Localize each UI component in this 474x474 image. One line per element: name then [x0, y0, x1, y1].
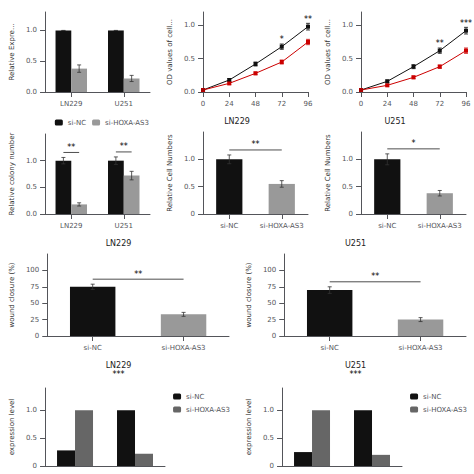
svg-text:**: ** [252, 140, 260, 149]
svg-text:25: 25 [30, 316, 39, 324]
svg-text:72: 72 [435, 100, 444, 108]
svg-text:0.5: 0.5 [342, 183, 353, 191]
svg-text:si-HOXA-AS3: si-HOXA-AS3 [162, 344, 206, 352]
svg-text:si-HOXA-AS3: si-HOXA-AS3 [260, 222, 304, 230]
svg-text:si-NC: si-NC [378, 222, 396, 230]
svg-text:si-NC: si-NC [84, 344, 102, 352]
svg-text:*: * [412, 139, 416, 148]
svg-text:0: 0 [35, 332, 39, 340]
svg-text:0: 0 [349, 210, 353, 218]
svg-text:**: ** [371, 272, 379, 281]
svg-text:U251: U251 [115, 100, 133, 108]
svg-text:U251: U251 [384, 117, 405, 126]
svg-text:LN229: LN229 [224, 117, 250, 126]
svg-text:***: *** [113, 370, 125, 379]
svg-text:si-NC: si-NC [321, 344, 339, 352]
svg-text:expression level: expression level [8, 399, 16, 456]
svg-text:OD values of cell...: OD values of cell... [324, 19, 332, 85]
svg-text:**: ** [304, 15, 312, 24]
svg-text:1.0: 1.0 [342, 155, 353, 163]
svg-text:Relative Expre...: Relative Expre... [8, 23, 16, 80]
svg-text:0.5: 0.5 [342, 55, 353, 63]
svg-text:75: 75 [30, 283, 39, 291]
svg-text:si-HOXA-AS3: si-HOXA-AS3 [399, 344, 443, 352]
svg-text:0.0: 0.0 [26, 210, 37, 218]
svg-text:OD values of cell...: OD values of cell... [166, 19, 174, 85]
svg-text:si-NC: si-NC [220, 222, 238, 230]
svg-text:1.0: 1.0 [263, 406, 274, 414]
svg-text:0: 0 [201, 100, 205, 108]
svg-text:**: ** [134, 270, 142, 279]
svg-text:72: 72 [277, 100, 286, 108]
svg-text:**: ** [120, 142, 128, 151]
svg-text:U251: U251 [345, 361, 366, 370]
svg-text:1.0: 1.0 [26, 26, 37, 34]
svg-text:0.5: 0.5 [26, 57, 37, 65]
svg-text:0.0: 0.0 [26, 88, 37, 96]
svg-text:*: * [280, 35, 284, 44]
svg-text:0.5: 0.5 [263, 434, 274, 442]
svg-text:si-NC: si-NC [423, 393, 441, 401]
svg-text:expression level: expression level [245, 399, 253, 456]
svg-text:96: 96 [304, 100, 313, 108]
svg-text:LN229: LN229 [106, 361, 132, 370]
svg-text:1.0: 1.0 [184, 21, 195, 29]
svg-text:1.0: 1.0 [26, 406, 37, 414]
svg-text:0: 0 [33, 462, 37, 470]
svg-text:48: 48 [409, 100, 418, 108]
svg-text:Relative Cell Numbers: Relative Cell Numbers [166, 134, 174, 212]
svg-text:0.5: 0.5 [184, 55, 195, 63]
svg-text:si-HOXA-AS3: si-HOXA-AS3 [418, 222, 462, 230]
svg-text:***: *** [350, 370, 362, 379]
svg-text:si-HOXA-AS3: si-HOXA-AS3 [105, 119, 149, 127]
svg-text:LN229: LN229 [106, 239, 132, 248]
svg-text:wound closure (%): wound closure (%) [8, 262, 16, 327]
svg-text:1.0: 1.0 [184, 155, 195, 163]
svg-text:wound closure (%): wound closure (%) [245, 262, 253, 327]
svg-text:si-NC: si-NC [68, 119, 86, 127]
svg-text:96: 96 [462, 100, 471, 108]
svg-text:U251: U251 [115, 222, 133, 230]
svg-text:100: 100 [263, 266, 276, 274]
svg-text:1.0: 1.0 [26, 157, 37, 165]
svg-text:***: *** [460, 19, 472, 28]
svg-text:0.5: 0.5 [26, 183, 37, 191]
svg-text:0.5: 0.5 [184, 183, 195, 191]
svg-text:si-HOXA-AS3: si-HOXA-AS3 [423, 406, 467, 414]
svg-text:0.0: 0.0 [184, 88, 195, 96]
svg-text:0.0: 0.0 [342, 88, 353, 96]
svg-text:Relative Cell Numbers: Relative Cell Numbers [324, 134, 332, 212]
svg-text:50: 50 [30, 299, 39, 307]
svg-text:75: 75 [267, 283, 276, 291]
svg-text:0.5: 0.5 [26, 434, 37, 442]
svg-text:0: 0 [272, 332, 276, 340]
svg-text:1.0: 1.0 [342, 21, 353, 29]
svg-text:24: 24 [383, 100, 392, 108]
svg-text:48: 48 [251, 100, 260, 108]
svg-text:LN229: LN229 [60, 100, 83, 108]
svg-text:**: ** [436, 39, 444, 48]
svg-text:0: 0 [191, 210, 195, 218]
svg-text:25: 25 [267, 316, 276, 324]
svg-text:100: 100 [26, 266, 39, 274]
svg-text:24: 24 [225, 100, 234, 108]
svg-text:50: 50 [267, 299, 276, 307]
svg-text:LN229: LN229 [60, 222, 83, 230]
svg-text:Relative colony number: Relative colony number [8, 132, 16, 215]
svg-text:0: 0 [359, 100, 363, 108]
svg-text:si-NC: si-NC [186, 393, 204, 401]
svg-text:si-HOXA-AS3: si-HOXA-AS3 [186, 406, 230, 414]
svg-text:U251: U251 [345, 239, 366, 248]
svg-text:0: 0 [270, 462, 274, 470]
svg-text:**: ** [67, 143, 75, 152]
